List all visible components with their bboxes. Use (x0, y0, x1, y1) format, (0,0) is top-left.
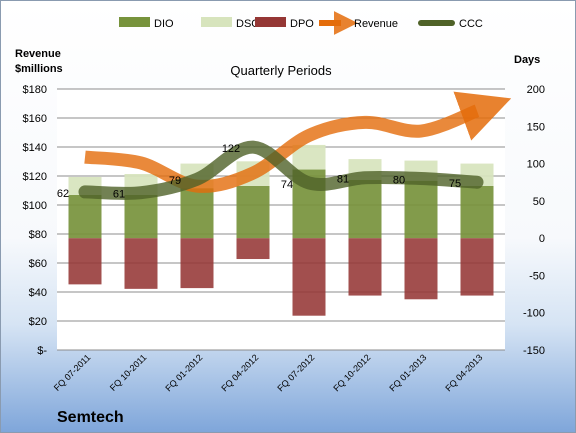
left-axis-title: Revenue (15, 48, 61, 60)
bar-dio (460, 185, 494, 239)
bar-dio (404, 180, 438, 239)
left-tick-label: $180 (23, 84, 47, 96)
bar-dpo (180, 238, 214, 289)
ccc-data-label: 80 (393, 174, 405, 186)
left-tick-label: $160 (23, 113, 47, 125)
legend-label-revenue: Revenue (354, 18, 398, 30)
ccc-data-label: 74 (281, 179, 293, 191)
legend-swatch-dio (119, 17, 150, 27)
right-tick-label: 150 (527, 121, 545, 133)
bar-dpo (236, 238, 270, 260)
right-tick-label: 100 (527, 159, 545, 171)
ccc-data-label: 81 (337, 174, 349, 186)
legend-label-ccc: CCC (459, 18, 483, 30)
x-tick-label: FQ 07-2012 (275, 352, 316, 393)
left-tick-label: $80 (29, 229, 47, 241)
x-tick-label: FQ 04-2013 (443, 352, 484, 393)
left-tick-label: $60 (29, 258, 47, 270)
bar-dpo (292, 238, 326, 316)
left-tick-label: $140 (23, 142, 47, 154)
bar-dpo (124, 238, 158, 289)
bar-dpo (348, 238, 382, 296)
series-line-ccc (78, 140, 484, 200)
left-axis-title: $millions (15, 63, 63, 75)
bar-dpo (68, 238, 102, 285)
right-tick-label: -150 (523, 345, 545, 357)
legend-label-dso: DSO (236, 18, 260, 30)
bar-dio (68, 194, 102, 239)
right-tick-label: -100 (523, 308, 545, 320)
ccc-data-label: 79 (169, 175, 181, 187)
bar-dio (236, 185, 270, 239)
right-tick-label: -50 (529, 270, 545, 282)
x-tick-label: FQ 10-2011 (108, 352, 149, 393)
right-tick-label: 0 (539, 233, 545, 245)
left-tick-label: $- (37, 345, 47, 357)
bar-dpo (460, 238, 494, 296)
ccc-data-label: 122 (222, 143, 240, 155)
x-tick-label: FQ 01-2012 (163, 352, 204, 393)
legend-swatch-dpo (255, 17, 286, 27)
right-tick-label: 200 (527, 84, 545, 96)
right-axis-title: Days (514, 54, 540, 66)
x-tick-label: FQ 01-2013 (387, 352, 428, 393)
legend-label-dpo: DPO (290, 18, 314, 30)
left-tick-label: $100 (23, 200, 47, 212)
left-tick-label: $40 (29, 287, 47, 299)
bar-dpo (404, 238, 438, 300)
ccc-data-label: 61 (113, 189, 125, 201)
x-tick-label: FQ 10-2012 (331, 352, 372, 393)
x-tick-label: FQ 04-2012 (219, 352, 260, 393)
company-name: Semtech (57, 409, 124, 426)
ccc-data-label: 75 (449, 178, 461, 190)
x-tick-label: FQ 07-2011 (52, 352, 93, 393)
right-tick-label: 50 (533, 196, 545, 208)
legend-swatch-dso (201, 17, 232, 27)
bar-dio (180, 188, 214, 239)
series-line-revenue (84, 91, 512, 193)
bar-dio (124, 194, 158, 239)
chart-title: Quarterly Periods (230, 63, 332, 78)
legend-label-dio: DIO (154, 18, 174, 30)
left-tick-label: $20 (29, 316, 47, 328)
bar-dio (348, 179, 382, 239)
left-tick-label: $120 (23, 171, 47, 183)
ccc-data-label: 62 (57, 188, 69, 200)
